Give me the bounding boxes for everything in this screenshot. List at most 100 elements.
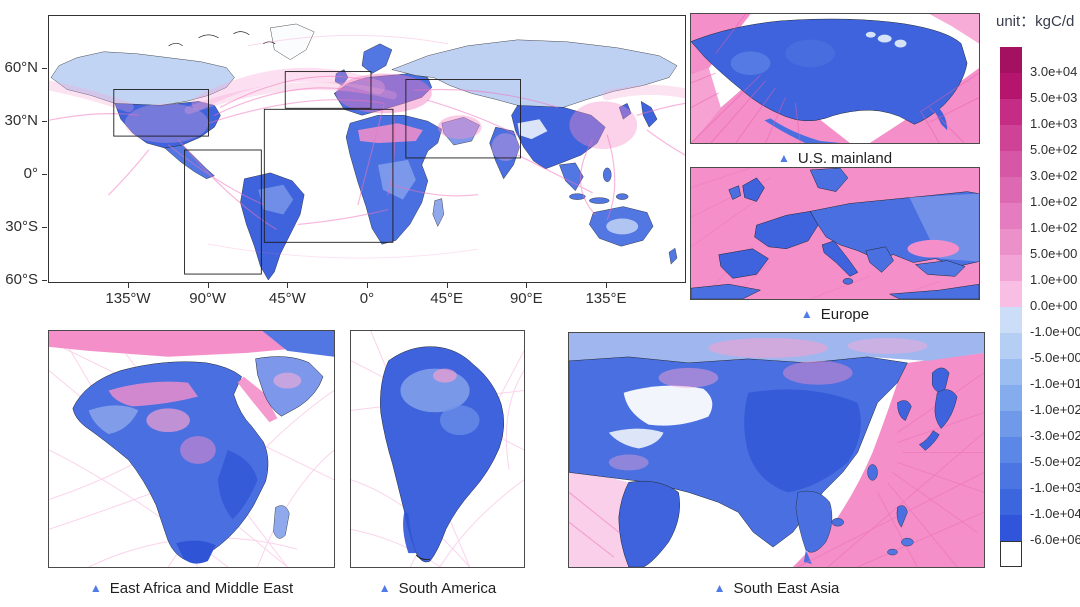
- longitude-tick-mark: [128, 283, 129, 288]
- us-mainland-map-panel: [690, 13, 980, 144]
- south-america-map-panel: [350, 330, 525, 568]
- colorbar-tick-label: 5.0e+02: [1030, 142, 1078, 157]
- longitude-tick-mark: [366, 283, 368, 288]
- colorbar-segment: [1000, 541, 1022, 567]
- colorbar-segment: [1000, 515, 1022, 541]
- world-map-art: [49, 16, 685, 282]
- caption-label: U.S. mainland: [797, 149, 893, 167]
- triangle-marker-icon: ▲: [378, 581, 391, 595]
- triangle-marker-icon: ▲: [89, 581, 102, 595]
- colorbar-segment: [1000, 281, 1022, 307]
- longitude-tick-label: 135°W: [105, 290, 151, 307]
- world-map-panel: [48, 15, 686, 283]
- colorbar-tick-label: 3.0e+02: [1030, 168, 1078, 183]
- colorbar-tick-label: 1.0e+02: [1030, 220, 1078, 235]
- caption-europe: ▲ Europe: [690, 303, 980, 325]
- caption-label: Europe: [820, 305, 870, 323]
- longitude-tick-mark: [526, 283, 528, 288]
- south-america-map-art: [351, 331, 524, 567]
- colorbar-segment: [1000, 151, 1022, 177]
- triangle-marker-icon: ▲: [777, 151, 790, 165]
- region-box-south-america: [184, 149, 262, 275]
- colorbar-tick-label: -1.0e+03: [1030, 480, 1080, 495]
- colorbar-segment: [1000, 359, 1022, 385]
- us-mainland-map-art: [691, 14, 979, 143]
- latitude-tick-label: 0°: [23, 165, 38, 182]
- colorbar-segment: [1000, 203, 1022, 229]
- latitude-tick-mark: [42, 280, 47, 281]
- colorbar-tick-label: 1.0e+00: [1030, 272, 1078, 287]
- colorbar-tick-label: -3.0e+02: [1030, 428, 1080, 443]
- colorbar-tick-label: -5.0e+00: [1030, 350, 1080, 365]
- europe-map-art: [691, 168, 979, 299]
- caption-east-africa-middle-east: ▲ East Africa and Middle East: [48, 577, 335, 599]
- colorbar-segment: [1000, 255, 1022, 281]
- colorbar-unit-label: unit：kgC/d: [996, 13, 1075, 30]
- colorbar-tick-label: 3.0e+04: [1030, 64, 1078, 79]
- colorbar-segment: [1000, 489, 1022, 515]
- latitude-tick-mark: [42, 227, 47, 228]
- longitude-tick-label: 90°W: [189, 290, 227, 307]
- latitude-tick-label: 30°N: [4, 112, 38, 129]
- colorbar-tick-label: -1.0e+04: [1030, 506, 1080, 521]
- longitude-tick-mark: [446, 283, 448, 288]
- colorbar-tick-label: 1.0e+03: [1030, 116, 1078, 131]
- longitude-tick-label: 45°E: [430, 290, 463, 307]
- colorbar-segment: [1000, 125, 1022, 151]
- region-box-europe: [284, 71, 372, 109]
- colorbar-tick-label: -1.0e+00: [1030, 324, 1080, 339]
- colorbar-segment: [1000, 177, 1022, 203]
- colorbar-segment: [1000, 73, 1022, 99]
- latitude-tick-mark: [42, 121, 47, 122]
- region-box-south-east-asia: [405, 79, 521, 159]
- colorbar-segment: [1000, 229, 1022, 255]
- latitude-tick-label: 30°S: [5, 218, 38, 235]
- east-africa-map-art: [49, 331, 334, 567]
- longitude-tick-mark: [605, 283, 607, 288]
- latitude-axis: 60°N 30°N 0° 30°S 60°S: [0, 15, 47, 288]
- colorbar-legend: unit：kgC/d 3.0e+04 5.0e+03 1.0e+03 5.0e+02 3…: [996, 10, 1080, 600]
- latitude-tick-mark: [42, 68, 47, 69]
- colorbar-tick-label: -1.0e+01: [1030, 376, 1080, 391]
- colorbar-segment: [1000, 437, 1022, 463]
- south-east-asia-map-art: [569, 333, 984, 567]
- colorbar-tick-label: 0.0e+00: [1030, 298, 1078, 313]
- caption-us-mainland: ▲ U.S. mainland: [690, 147, 980, 169]
- caption-south-america: ▲ South America: [350, 577, 525, 599]
- longitude-tick-mark: [287, 283, 289, 288]
- longitude-tick-label: 135°E: [585, 290, 627, 307]
- longitude-tick-label: 90°E: [509, 290, 543, 307]
- colorbar-tick-label: 5.0e+00: [1030, 246, 1078, 261]
- longitude-tick-label: 45°W: [268, 290, 306, 307]
- south-east-asia-map-panel: [568, 332, 985, 568]
- colorbar-segment: [1000, 385, 1022, 411]
- longitude-axis: 135°W 90°W 45°W 0° 45°E 90°E 135°E: [48, 283, 686, 309]
- caption-south-east-asia: ▲ South East Asia: [568, 577, 985, 599]
- latitude-tick-mark: [42, 174, 47, 175]
- caption-label: South East Asia: [733, 579, 840, 597]
- region-box-us-mainland: [113, 89, 209, 137]
- caption-label: East Africa and Middle East: [109, 579, 294, 597]
- colorbar-segment: [1000, 307, 1022, 333]
- europe-map-panel: [690, 167, 980, 300]
- caption-label: South America: [398, 579, 497, 597]
- latitude-tick-label: 60°N: [4, 59, 38, 76]
- colorbar-segment: [1000, 411, 1022, 437]
- colorbar-segment: [1000, 47, 1022, 73]
- region-box-east-africa-middle-east: [263, 108, 394, 243]
- colorbar-segment: [1000, 463, 1022, 489]
- colorbar-segment: [1000, 99, 1022, 125]
- colorbar-tick-label: 1.0e+02: [1030, 194, 1078, 209]
- colorbar-tick-label: -1.0e+02: [1030, 402, 1080, 417]
- colorbar: [1000, 47, 1022, 567]
- colorbar-tick-label: -5.0e+02: [1030, 454, 1080, 469]
- colorbar-tick-label: -6.0e+06: [1030, 532, 1080, 547]
- longitude-tick-label: 0°: [359, 290, 375, 307]
- triangle-marker-icon: ▲: [800, 307, 813, 321]
- triangle-marker-icon: ▲: [713, 581, 726, 595]
- latitude-tick-label: 60°S: [5, 271, 38, 288]
- longitude-tick-mark: [207, 283, 209, 288]
- colorbar-segment: [1000, 333, 1022, 359]
- east-africa-middle-east-map-panel: [48, 330, 335, 568]
